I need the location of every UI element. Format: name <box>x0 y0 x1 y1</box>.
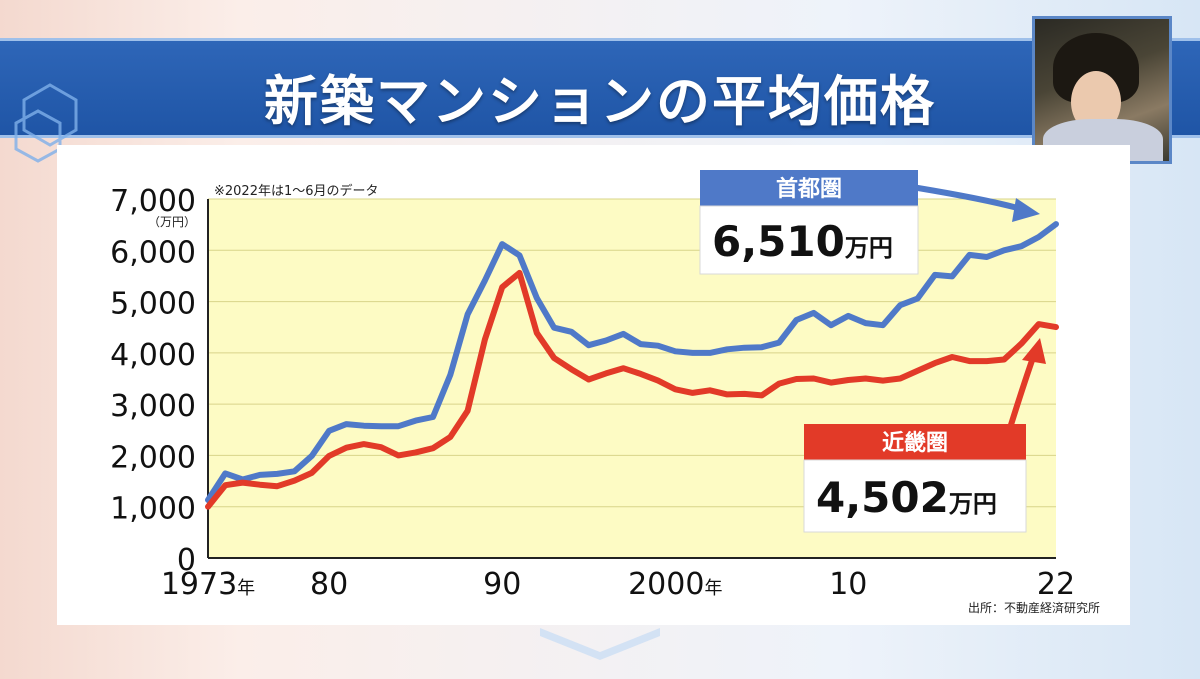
x-tick-label: 1973年 <box>161 567 255 602</box>
svg-text:4,502万円: 4,502万円 <box>816 473 997 522</box>
y-tick-label: 2,000 <box>110 440 196 475</box>
x-tick-suffix: 年 <box>237 578 255 599</box>
x-tick-label: 80 <box>310 567 348 602</box>
x-tick-value: 80 <box>310 567 348 602</box>
y-tick-label: 7,000 <box>110 184 196 219</box>
x-tick-value: 1973 <box>161 567 237 602</box>
callout-shutoken-label: 首都圏 <box>776 176 842 202</box>
kinki-arrowhead-icon <box>1022 338 1046 364</box>
y-tick-label: 6,000 <box>110 235 196 270</box>
callout-shutoken: 首都圏 6,510万円 <box>699 170 919 275</box>
decorative-chevron-icon <box>540 628 660 660</box>
shutoken-arrowhead-icon <box>1012 198 1040 222</box>
x-tick-labels: 1973年 80 90 2000年 10 22 <box>161 567 1075 602</box>
svg-text:6,510万円: 6,510万円 <box>712 217 893 266</box>
x-tick-label: 90 <box>483 567 521 602</box>
callout-shutoken-value: 6,510 <box>712 217 845 266</box>
y-tick-label: 5,000 <box>110 287 196 322</box>
x-tick-value: 10 <box>829 567 867 602</box>
page-title: 新築マンションの平均価格 <box>264 70 936 133</box>
x-tick-label: 2000年 <box>628 567 722 602</box>
x-tick-value: 2000 <box>628 567 704 602</box>
callout-kinki: 近畿圏 4,502万円 <box>803 424 1027 533</box>
x-tick-label: 22 <box>1037 567 1075 602</box>
y-tick-label: 0 <box>177 543 196 578</box>
series-lines <box>205 221 1059 510</box>
x-tick-label: 10 <box>829 567 867 602</box>
hexagon-logo-icon <box>14 83 78 163</box>
callout-shutoken-unit: 万円 <box>845 234 893 262</box>
callout-kinki-unit: 万円 <box>949 490 997 518</box>
x-tick-suffix: 年 <box>704 578 722 599</box>
chart-note: ※2022年は1～6月のデータ <box>214 183 379 199</box>
x-tick-value: 90 <box>483 567 521 602</box>
source-note: 出所：不動産経済研究所 <box>968 600 1100 615</box>
series-line-kinki <box>205 269 1059 510</box>
y-tick-label: 4,000 <box>110 338 196 373</box>
y-tick-labels: 0 1,000 2,000 3,000 4,000 5,000 6,000 7,000 <box>110 184 196 578</box>
x-tick-value: 22 <box>1037 567 1075 602</box>
series-line-shutoken <box>205 221 1059 503</box>
title-banner: 新築マンションの平均価格 <box>0 38 1200 163</box>
callout-kinki-label: 近畿圏 <box>882 430 948 456</box>
unit-label: （万円） <box>148 215 196 229</box>
y-tick-label: 1,000 <box>110 492 196 527</box>
y-tick-label: 3,000 <box>110 389 196 424</box>
callout-kinki-value: 4,502 <box>816 473 949 522</box>
